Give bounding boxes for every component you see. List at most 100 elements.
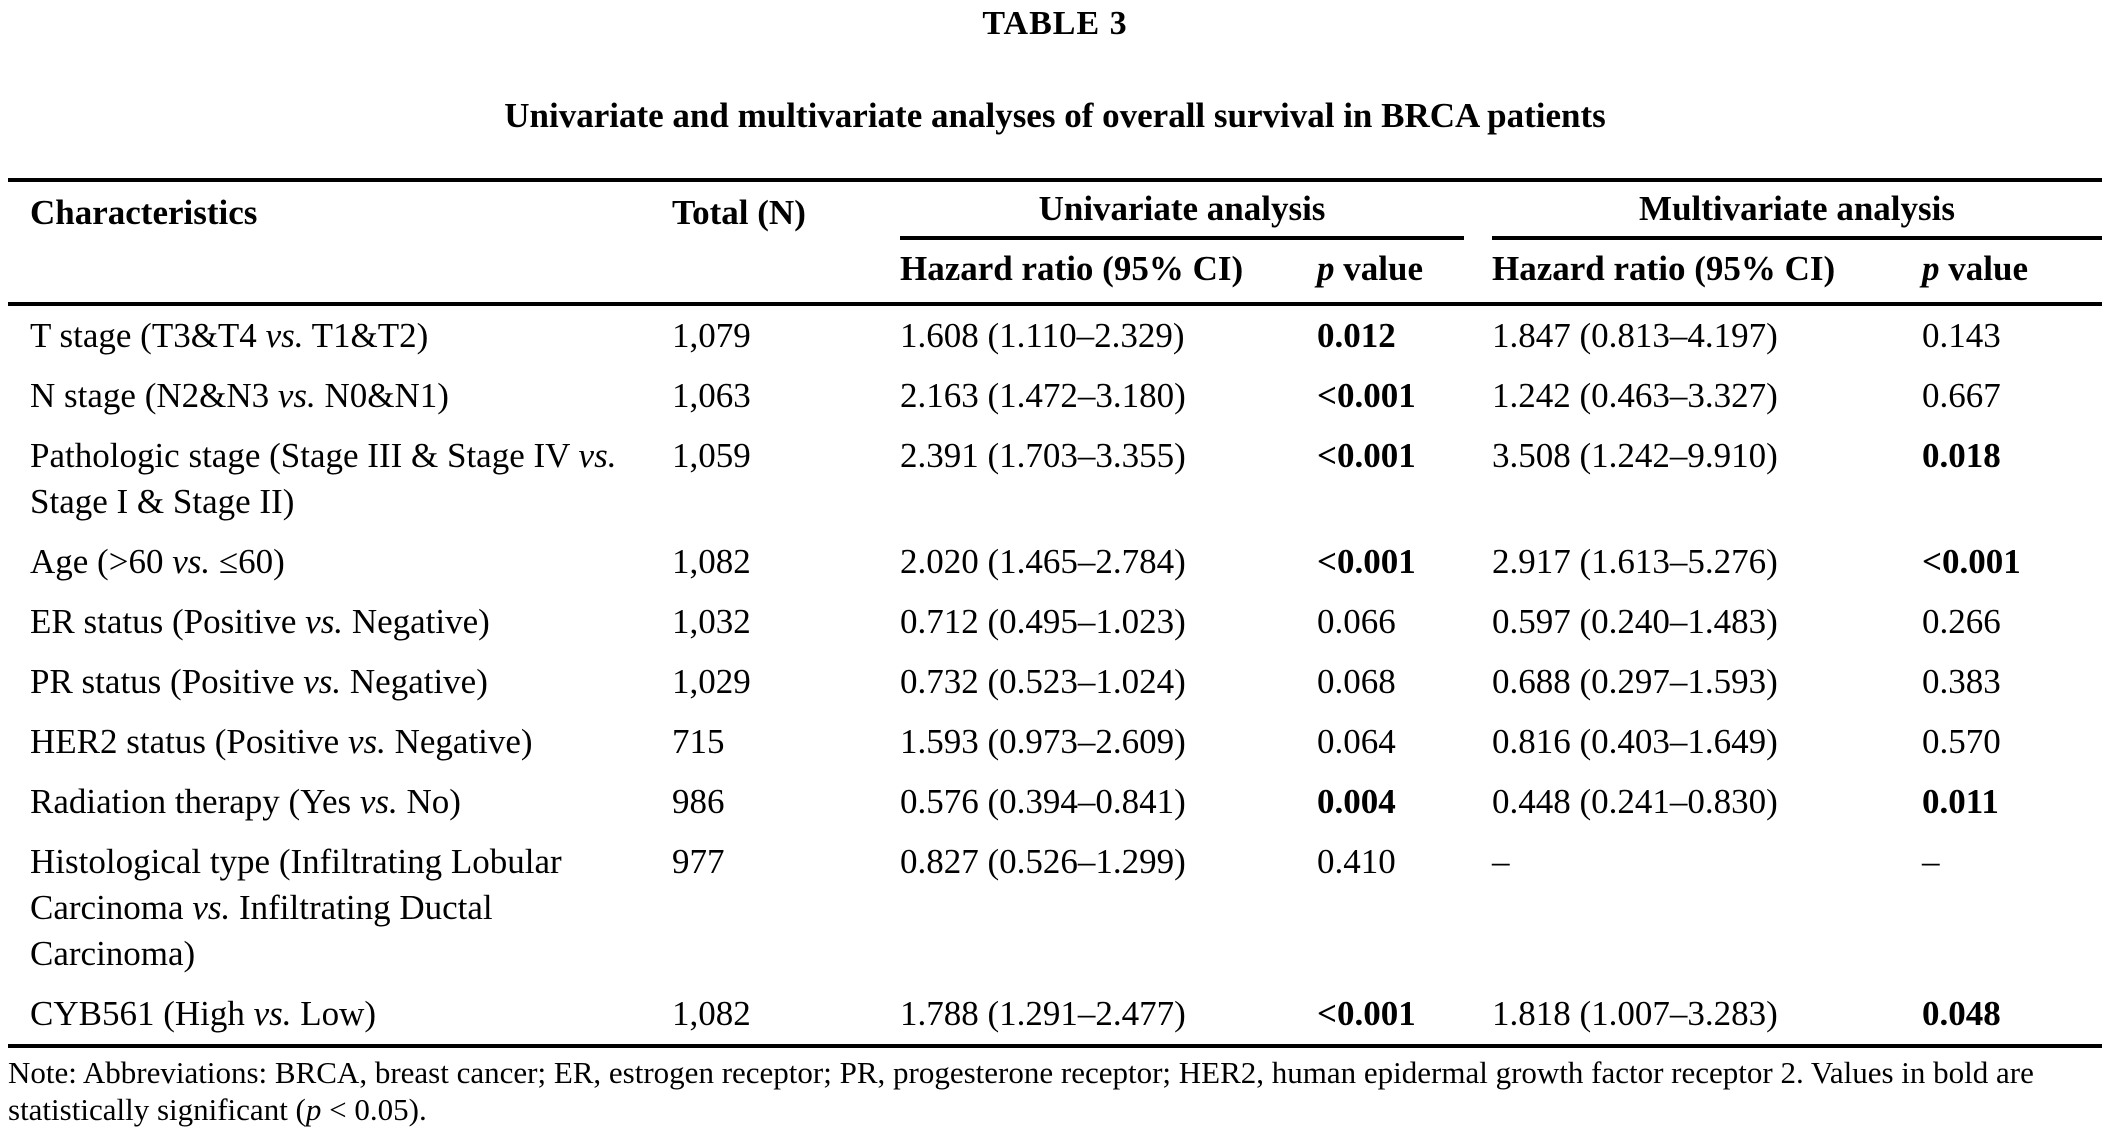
characteristic-cell: ER status (Positive vs. Negative): [8, 592, 672, 652]
total-n-cell: 977: [672, 842, 725, 881]
total-n-cell: 1,029: [672, 662, 751, 701]
characteristic-text-end: T1&T2): [311, 316, 429, 355]
table-row: Radiation therapy (Yes vs. No) 986 0.576…: [8, 772, 2102, 832]
col-header-multi-hazard-ratio: Hazard ratio (95% CI): [1492, 240, 1923, 306]
table-row: Pathologic stage (Stage III & Stage IV v…: [8, 426, 2102, 532]
characteristic-text: Age (>60: [30, 542, 164, 581]
multi-hazard-ratio-cell: 3.508 (1.242–9.910): [1492, 436, 1778, 475]
multi-p-value-cell: 0.570: [1922, 722, 2001, 761]
footnote-text-end: < 0.05).: [321, 1092, 427, 1127]
multi-hazard-ratio-cell: 1.847 (0.813–4.197): [1492, 316, 1778, 355]
uni-hazard-ratio-cell: 0.827 (0.526–1.299): [900, 842, 1186, 881]
vs-italic: vs.: [303, 662, 342, 701]
vs-italic: vs.: [253, 994, 292, 1033]
characteristic-text-end: No): [406, 782, 461, 821]
table-row: HER2 status (Positive vs. Negative) 715 …: [8, 712, 2102, 772]
characteristic-cell: Histological type (Infiltrating Lobular …: [8, 832, 672, 984]
col-header-characteristics: Characteristics: [8, 180, 672, 306]
table-number-label: TABLE 3: [982, 5, 1128, 42]
table-header: Characteristics Total (N) Univariate ana…: [8, 180, 2103, 306]
table-row: Histological type (Infiltrating Lobular …: [8, 832, 2102, 984]
characteristic-text: T stage (T3&T4: [30, 316, 257, 355]
total-n-cell: 1,082: [672, 542, 751, 581]
characteristic-cell: N stage (N2&N3 vs. N0&N1): [8, 366, 672, 426]
vs-italic: vs.: [359, 782, 398, 821]
multi-hazard-ratio-cell: 1.242 (0.463–3.327): [1492, 376, 1778, 415]
characteristic-text: PR status (Positive: [30, 662, 295, 701]
characteristic-text-end: Infiltrating Ductal Carcinoma): [30, 888, 493, 973]
vs-italic: vs.: [265, 316, 304, 355]
multi-hazard-ratio-cell: 2.917 (1.613–5.276): [1492, 542, 1778, 581]
characteristic-text: ER status (Positive: [30, 602, 297, 641]
col-header-uni-hazard-ratio: Hazard ratio (95% CI): [900, 240, 1317, 306]
header-row-groups: Characteristics Total (N) Univariate ana…: [8, 180, 2103, 306]
total-n-cell: 986: [672, 782, 725, 821]
header-row-subcolumns: Hazard ratio (95% CI) p value Hazard rat…: [8, 240, 2103, 306]
col-header-multi-p-value: p value: [1922, 240, 2103, 306]
uni-p-value-cell: 0.004: [1317, 782, 1396, 821]
multi-p-value-cell: 0.011: [1922, 782, 1999, 821]
col-group-univariate-analysis: Univariate analysis: [900, 180, 1492, 240]
table-footnote: Note: Abbreviations: BRCA, breast cancer…: [8, 1054, 2102, 1128]
characteristic-cell: PR status (Positive vs. Negative): [8, 652, 672, 712]
table-row: ER status (Positive vs. Negative) 1,032 …: [8, 592, 2102, 652]
multi-p-value-cell: 0.018: [1922, 436, 2001, 475]
multi-p-value-cell: –: [1922, 842, 1940, 881]
characteristic-text: CYB561 (High: [30, 994, 245, 1033]
characteristic-text-end: Low): [300, 994, 377, 1033]
characteristic-cell: Radiation therapy (Yes vs. No): [8, 772, 672, 832]
uni-hazard-ratio-cell: 1.608 (1.110–2.329): [900, 316, 1185, 355]
uni-p-value-cell: 0.012: [1317, 316, 1396, 355]
uni-hazard-ratio-cell: 2.391 (1.703–3.355): [900, 436, 1186, 475]
univariate-group-label: Univariate analysis: [900, 182, 1465, 240]
multi-p-value-cell: 0.667: [1922, 376, 2001, 415]
uni-p-value-cell: 0.410: [1317, 842, 1396, 881]
total-n-cell: 1,032: [672, 602, 751, 641]
total-n-cell: 1,079: [672, 316, 751, 355]
uni-p-value-cell: <0.001: [1317, 994, 1416, 1033]
characteristic-text: Pathologic stage (Stage III & Stage IV: [30, 436, 570, 475]
multi-hazard-ratio-cell: 0.448 (0.241–0.830): [1492, 782, 1778, 821]
characteristic-text-end: Negative): [349, 662, 488, 701]
table-caption: Univariate and multivariate analyses of …: [504, 96, 1606, 135]
multi-hazard-ratio-cell: 1.818 (1.007–3.283): [1492, 994, 1778, 1033]
uni-hazard-ratio-cell: 1.593 (0.973–2.609): [900, 722, 1186, 761]
uni-hazard-ratio-cell: 2.163 (1.472–3.180): [900, 376, 1186, 415]
uni-hazard-ratio-cell: 0.576 (0.394–0.841): [900, 782, 1186, 821]
multi-p-value-cell: 0.048: [1922, 994, 2001, 1033]
vs-italic: vs.: [172, 542, 211, 581]
table-row: PR status (Positive vs. Negative) 1,029 …: [8, 652, 2102, 712]
characteristic-cell: HER2 status (Positive vs. Negative): [8, 712, 672, 772]
multi-p-value-cell: 0.143: [1922, 316, 2001, 355]
col-header-uni-p-value: p value: [1317, 240, 1493, 306]
p-value-rest: value: [1334, 249, 1423, 288]
characteristic-cell: CYB561 (High vs. Low): [8, 984, 672, 1046]
p-italic: p: [1317, 249, 1335, 288]
characteristic-text-end: ≤60): [218, 542, 285, 581]
table-row: CYB561 (High vs. Low) 1,082 1.788 (1.291…: [8, 984, 2102, 1046]
vs-italic: vs.: [347, 722, 386, 761]
total-n-cell: 1,063: [672, 376, 751, 415]
col-group-multivariate-analysis: Multivariate analysis: [1492, 180, 2103, 240]
multi-p-value-cell: 0.383: [1922, 662, 2001, 701]
characteristic-text: N stage (N2&N3: [30, 376, 270, 415]
uni-hazard-ratio-cell: 2.020 (1.465–2.784): [900, 542, 1186, 581]
characteristic-cell: Pathologic stage (Stage III & Stage IV v…: [8, 426, 672, 532]
multi-p-value-cell: <0.001: [1922, 542, 2021, 581]
characteristic-text: Histological type (Infiltrating Lobular …: [30, 842, 562, 927]
table-row: Age (>60 vs. ≤60) 1,082 2.020 (1.465–2.7…: [8, 532, 2102, 592]
col-header-total-n: Total (N): [672, 180, 900, 306]
uni-hazard-ratio-cell: 0.732 (0.523–1.024): [900, 662, 1186, 701]
table-body: T stage (T3&T4 vs. T1&T2) 1,079 1.608 (1…: [8, 304, 2102, 1046]
multi-p-value-cell: 0.266: [1922, 602, 2001, 641]
multi-hazard-ratio-cell: 0.816 (0.403–1.649): [1492, 722, 1778, 761]
total-n-cell: 1,059: [672, 436, 751, 475]
uni-p-value-cell: 0.064: [1317, 722, 1396, 761]
uni-hazard-ratio-cell: 0.712 (0.495–1.023): [900, 602, 1186, 641]
uni-hazard-ratio-cell: 1.788 (1.291–2.477): [900, 994, 1186, 1033]
characteristic-text-end: N0&N1): [324, 376, 449, 415]
characteristic-cell: T stage (T3&T4 vs. T1&T2): [8, 304, 672, 366]
vs-italic: vs.: [192, 888, 231, 927]
characteristic-text-end: Stage I & Stage II): [30, 482, 295, 521]
